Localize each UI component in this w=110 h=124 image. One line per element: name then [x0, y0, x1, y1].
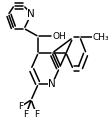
Text: OH: OH: [52, 32, 66, 41]
Text: F: F: [23, 110, 28, 119]
Text: F: F: [18, 102, 23, 111]
Text: N: N: [48, 79, 56, 89]
Text: F: F: [34, 110, 39, 119]
Text: N: N: [27, 9, 35, 19]
Text: CH₃: CH₃: [92, 33, 109, 42]
